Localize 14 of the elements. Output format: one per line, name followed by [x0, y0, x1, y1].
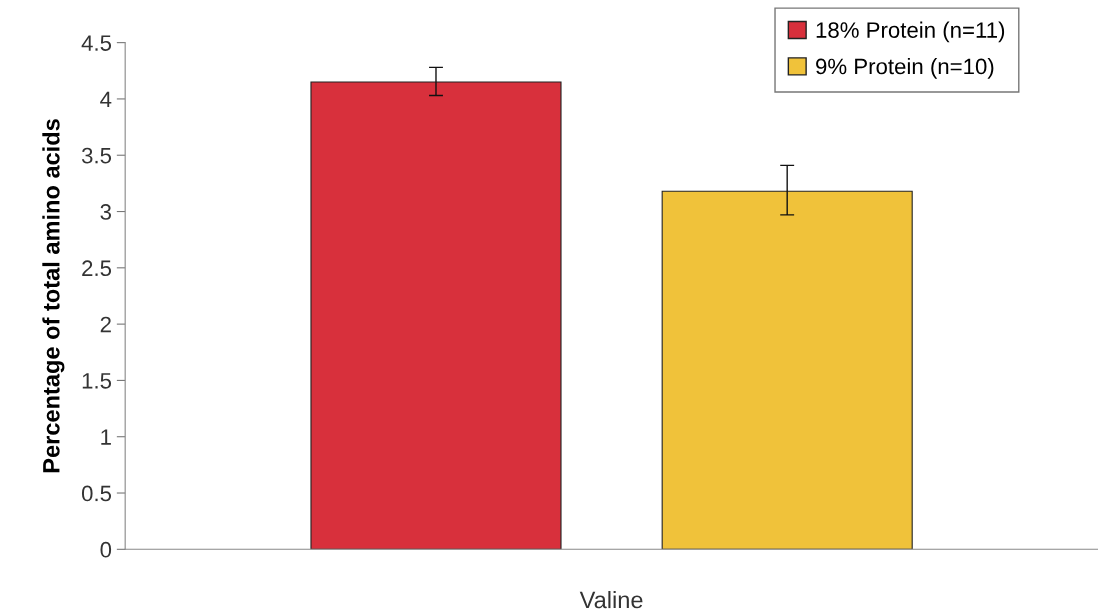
legend-label: 9% Protein (n=10) — [816, 57, 994, 79]
y-tick-label: 4.5 — [81, 35, 112, 51]
legend-label: 18% Protein (n=11) — [816, 21, 1005, 43]
y-axis-title: Percentage of total amino acids — [42, 119, 65, 473]
y-tick-label: 1 — [101, 429, 111, 445]
y-tick-label: 1.5 — [82, 373, 112, 389]
y-tick-label: 3 — [100, 204, 111, 220]
y-tick-label: 4 — [100, 91, 112, 107]
y-tick-label: 2 — [100, 316, 111, 333]
x-tick-label: Valine — [579, 590, 643, 609]
y-tick-label: 3.5 — [81, 147, 112, 164]
y-tick-label: 0.5 — [81, 485, 112, 502]
y-tick-label: 0 — [100, 541, 112, 558]
y-tick-label: 2.5 — [82, 260, 112, 277]
